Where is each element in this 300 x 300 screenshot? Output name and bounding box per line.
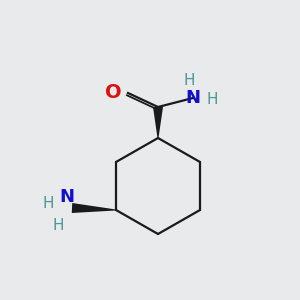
Text: H: H — [207, 92, 218, 107]
Text: O: O — [105, 83, 122, 103]
Text: H: H — [43, 196, 54, 211]
Text: N: N — [59, 188, 74, 206]
Text: N: N — [185, 89, 200, 107]
Text: H: H — [183, 73, 195, 88]
Polygon shape — [72, 203, 116, 213]
Text: H: H — [52, 218, 64, 233]
Polygon shape — [153, 107, 163, 138]
